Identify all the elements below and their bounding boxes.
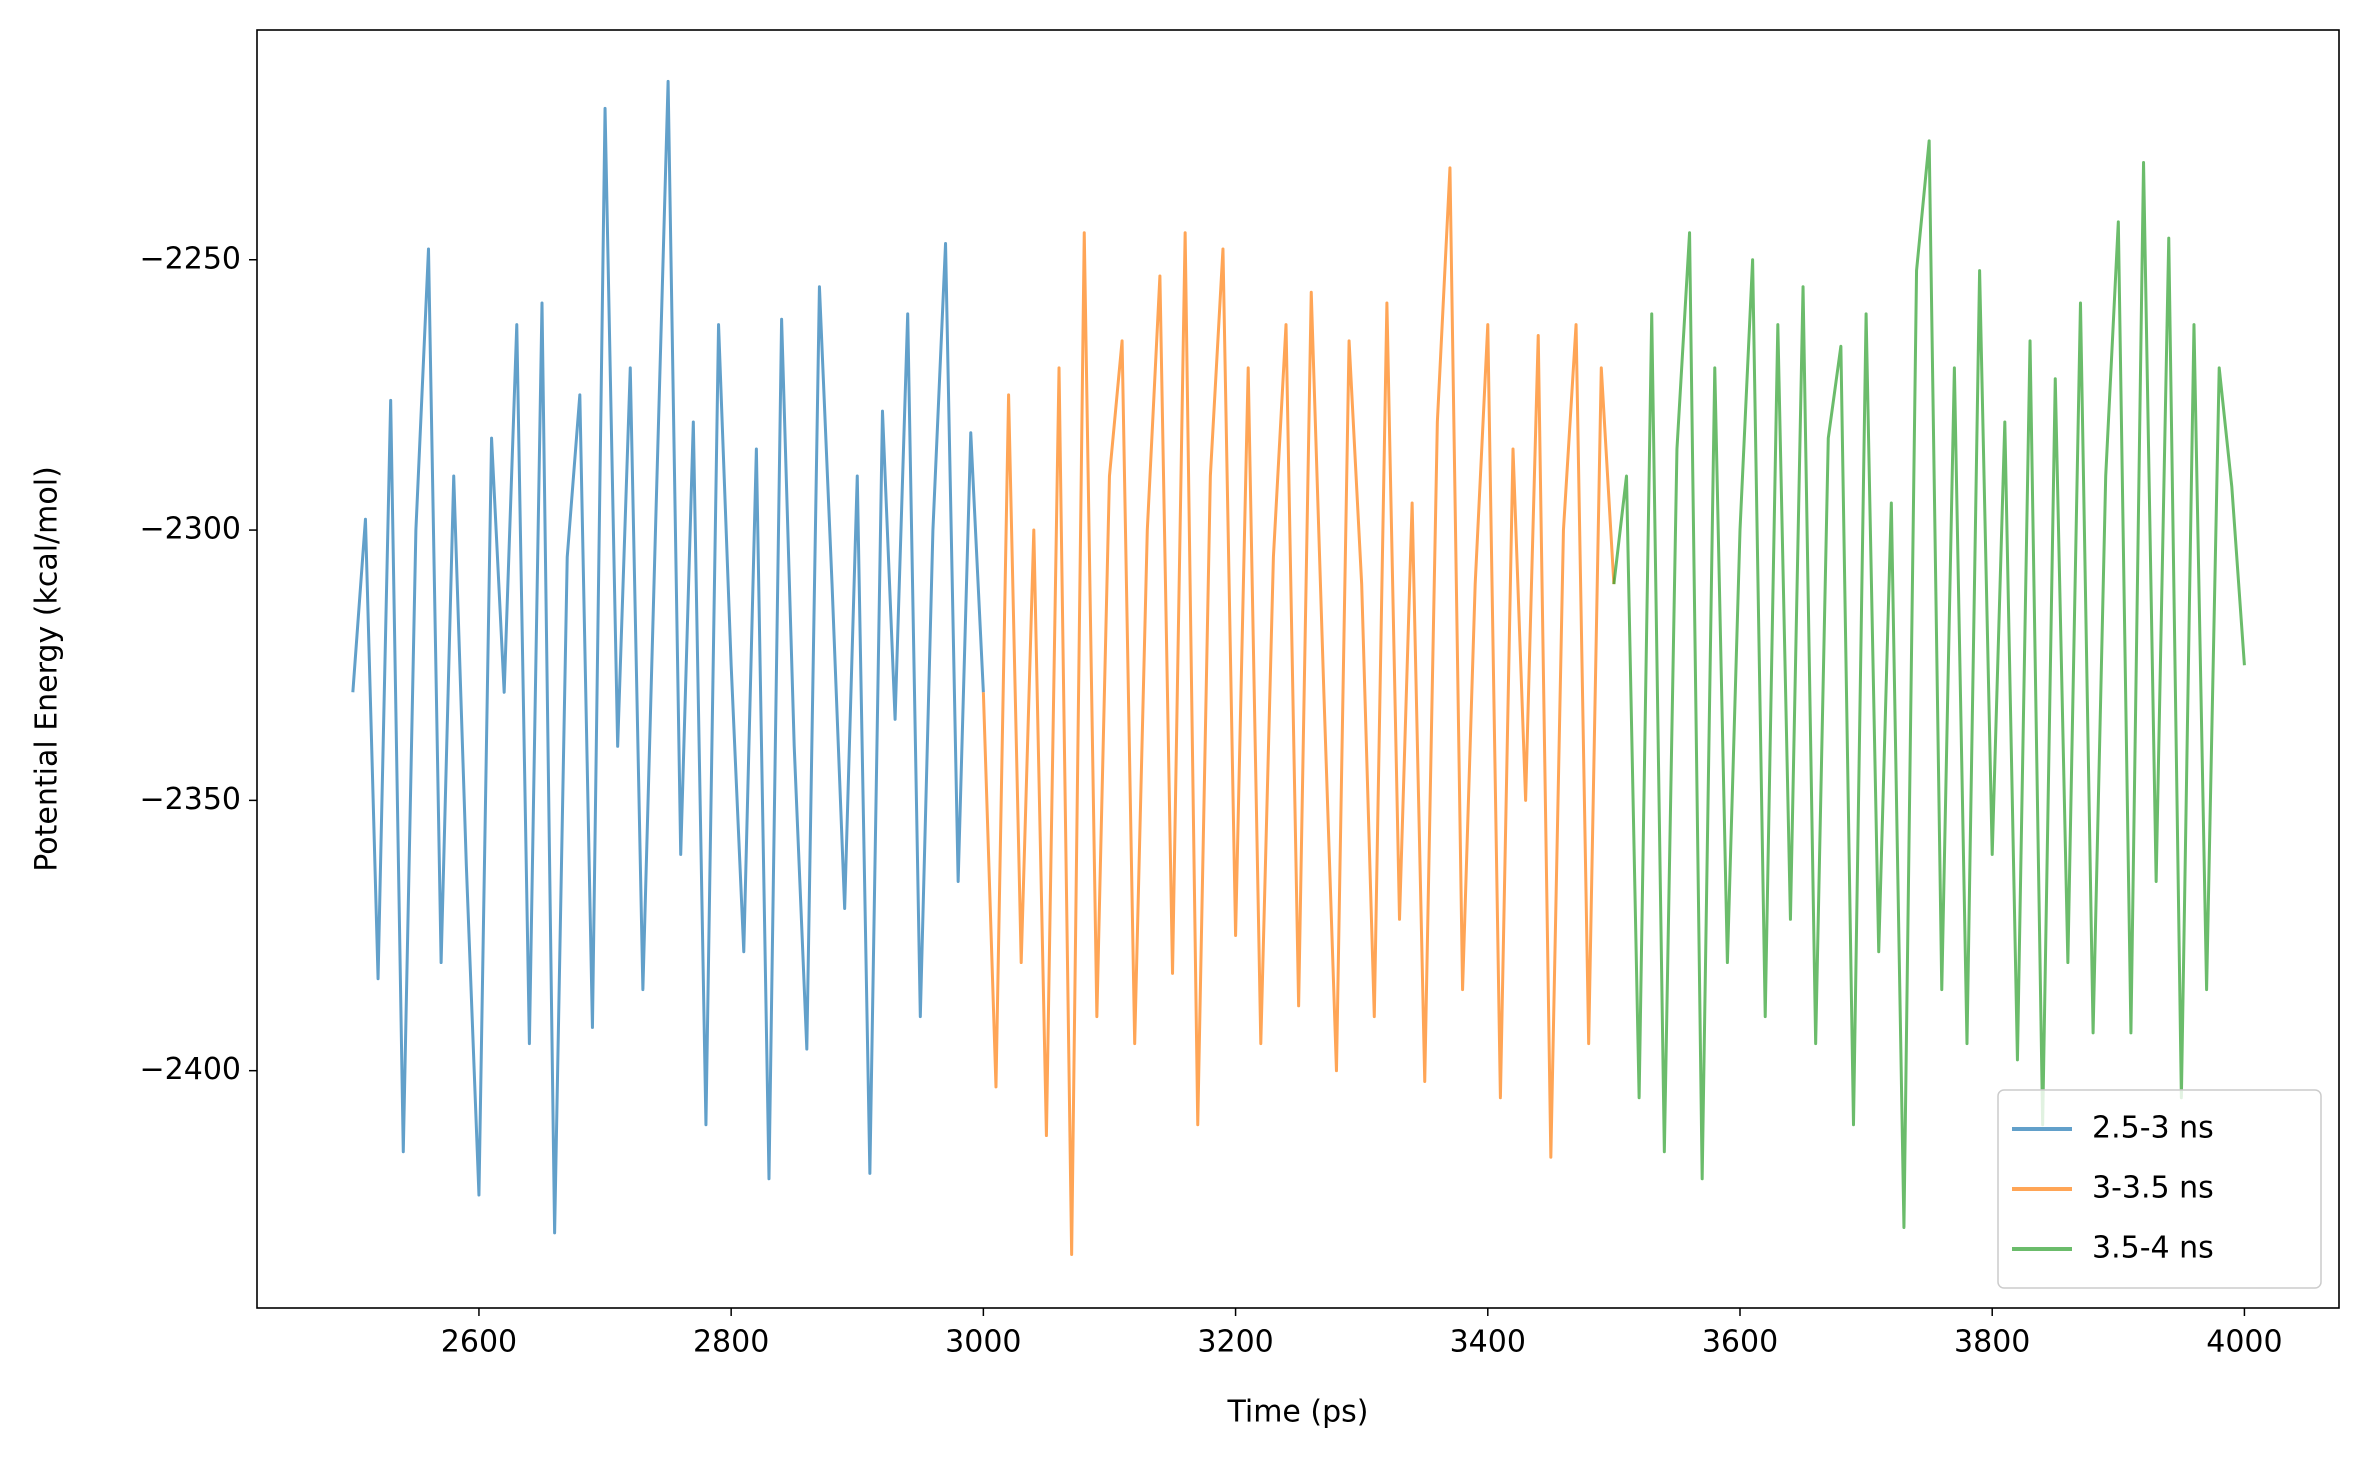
- x-tick-label: 3000: [945, 1325, 1021, 1360]
- plot-frame: [256, 29, 2340, 1309]
- legend-box: [1997, 1089, 2322, 1289]
- series-line: [981, 166, 1616, 1256]
- x-tick-label: 3200: [1197, 1325, 1273, 1360]
- y-tick-label: −2250: [140, 241, 241, 276]
- legend-label: 2.5-3 ns: [2092, 1111, 2214, 1146]
- x-axis-label: Time (ps): [1226, 1395, 1368, 1430]
- series-line: [351, 79, 985, 1235]
- y-tick-label: −2400: [140, 1052, 241, 1087]
- legend-label: 3-3.5 ns: [2092, 1171, 2214, 1206]
- x-tick-label: 2600: [441, 1325, 517, 1360]
- y-axis-label: Potential Energy (kcal/mol): [30, 466, 65, 872]
- x-tick-label: 2800: [693, 1325, 769, 1360]
- x-tick-label: 3800: [1954, 1325, 2030, 1360]
- x-tick-label: 4000: [2206, 1325, 2282, 1360]
- y-tick-label: −2350: [140, 782, 241, 817]
- legend-label: 3.5-4 ns: [2092, 1231, 2214, 1266]
- series-line: [1612, 139, 2246, 1229]
- x-tick-label: 3400: [1450, 1325, 1526, 1360]
- y-tick-label: −2300: [140, 512, 241, 547]
- x-tick-label: 3600: [1702, 1325, 1778, 1360]
